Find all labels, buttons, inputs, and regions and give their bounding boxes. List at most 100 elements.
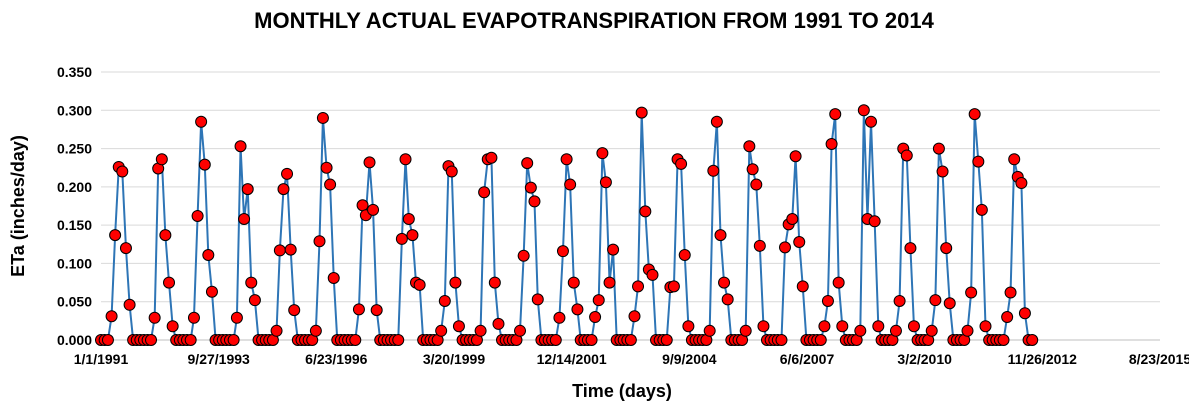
y-tick-label: 0.000 (57, 332, 92, 348)
data-point (119, 242, 132, 255)
y-tick-label: 0.050 (57, 294, 92, 310)
data-point (1004, 286, 1017, 299)
data-point (145, 334, 158, 346)
data-point (1001, 311, 1014, 324)
data-point (567, 276, 580, 289)
data-point (531, 293, 544, 306)
data-point (1015, 177, 1028, 190)
data-point (818, 320, 831, 333)
data-point (452, 320, 465, 333)
data-point (195, 115, 208, 128)
data-point (825, 137, 838, 150)
data-point (592, 294, 605, 307)
data-point (739, 324, 752, 337)
data-point (485, 151, 498, 164)
data-point (571, 303, 584, 316)
y-tick-label: 0.300 (57, 102, 92, 118)
data-point (814, 334, 827, 346)
data-point (273, 244, 286, 257)
data-point (116, 165, 129, 178)
data-point (392, 334, 405, 346)
data-point (474, 324, 487, 337)
data-point (599, 176, 612, 189)
data-point (750, 178, 763, 191)
data-point (163, 276, 176, 289)
data-point (943, 297, 956, 310)
x-tick-label: 1/1/1991 (74, 351, 129, 367)
data-point (327, 271, 340, 284)
data-point (438, 294, 451, 307)
data-point (101, 334, 114, 346)
y-tick-label: 0.100 (57, 255, 92, 271)
data-point (556, 245, 569, 258)
x-tick-label: 6/23/1996 (305, 351, 367, 367)
y-tick-label: 0.350 (57, 64, 92, 80)
data-point (682, 320, 695, 333)
data-point (370, 304, 383, 317)
data-point (832, 276, 845, 289)
data-point (932, 142, 945, 155)
data-point (109, 229, 122, 242)
data-point (245, 276, 258, 289)
data-point (753, 239, 766, 252)
data-point (585, 334, 598, 346)
data-point (925, 324, 938, 337)
data-point (313, 235, 326, 248)
data-point (972, 155, 985, 168)
data-point (234, 140, 247, 153)
data-point (105, 310, 118, 323)
data-point (198, 158, 211, 171)
data-point (1018, 307, 1031, 320)
data-point (395, 232, 408, 245)
data-point (707, 164, 720, 177)
chart-title: MONTHLY ACTUAL EVAPOTRANSPIRATION FROM 1… (254, 8, 934, 33)
data-point (517, 249, 530, 262)
data-point (560, 153, 573, 166)
data-point (352, 303, 365, 316)
series-eta (95, 104, 1039, 346)
x-tick-label: 8/23/2015 (1129, 351, 1189, 367)
data-point (123, 298, 136, 311)
x-tick-label: 6/6/2007 (780, 351, 835, 367)
data-point (857, 104, 870, 117)
data-point (187, 311, 200, 324)
data-point (603, 276, 616, 289)
data-point (829, 108, 842, 121)
data-point (166, 320, 179, 333)
data-point (148, 311, 161, 324)
x-tick-label: 11/26/2012 (1008, 351, 1078, 367)
data-point (205, 285, 218, 298)
x-tick-label: 3/20/1999 (423, 351, 485, 367)
data-point (241, 183, 254, 196)
data-point (564, 178, 577, 191)
data-point (965, 286, 978, 299)
data-point (356, 199, 369, 212)
y-tick-label: 0.150 (57, 217, 92, 233)
data-point (607, 243, 620, 256)
data-point (435, 324, 448, 337)
data-point (155, 153, 168, 166)
data-point (786, 213, 799, 226)
data-point (349, 334, 362, 346)
data-point (979, 320, 992, 333)
data-point (710, 115, 723, 128)
data-point (632, 280, 645, 293)
data-point (743, 140, 756, 153)
data-point (775, 334, 788, 346)
data-point (1026, 334, 1039, 346)
data-point (868, 215, 881, 228)
data-point (445, 165, 458, 178)
data-point (270, 324, 283, 337)
data-point (309, 324, 322, 337)
x-tick-label: 3/2/2010 (897, 351, 952, 367)
data-point (865, 115, 878, 128)
x-axis-ticks: 1/1/1991 9/27/1993 6/23/1996 3/20/1999 12/14… (74, 351, 1189, 367)
data-point (449, 276, 462, 289)
x-tick-label: 9/9/2004 (662, 351, 717, 367)
data-point (399, 153, 412, 166)
data-point (779, 241, 791, 254)
data-point (721, 293, 734, 306)
data-point (624, 334, 637, 346)
data-point (961, 324, 974, 337)
